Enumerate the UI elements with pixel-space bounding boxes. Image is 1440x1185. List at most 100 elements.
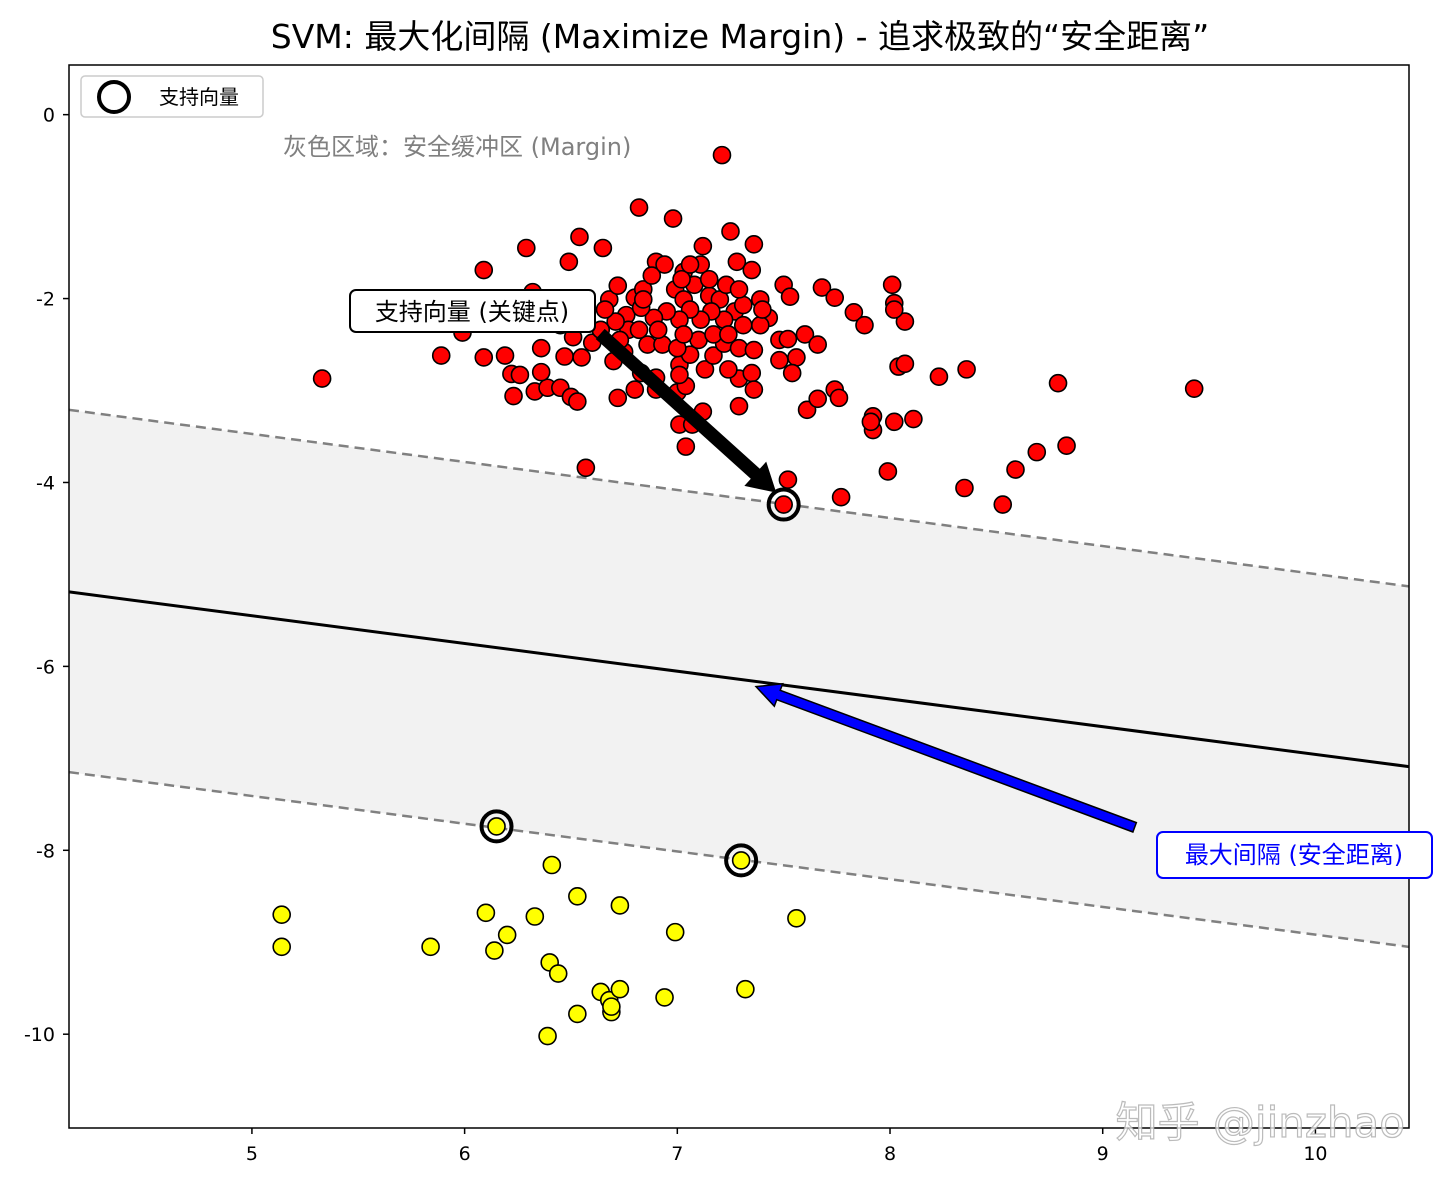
red-class-point — [787, 348, 806, 367]
support-vector-marker — [724, 843, 759, 878]
yellow-class-point — [568, 1004, 587, 1024]
yellow-class-point — [497, 925, 517, 945]
red-class-point — [608, 276, 628, 295]
red-class-point — [782, 363, 802, 383]
red-class-point — [572, 348, 591, 367]
red-class-point — [744, 340, 764, 360]
red-class-point — [676, 437, 696, 456]
red-class-point — [629, 198, 649, 217]
red-class-point — [742, 363, 762, 383]
decision-boundary-line — [69, 590, 1409, 769]
red-class-point — [929, 367, 949, 387]
red-class-point — [812, 278, 832, 297]
margin-note: 灰色区域：安全缓冲区 (Margin) — [283, 133, 631, 161]
red-class-point — [778, 329, 798, 349]
legend-support-vector-marker — [97, 80, 131, 114]
x-tick-label: 8 — [884, 1143, 896, 1165]
red-class-point — [576, 458, 596, 478]
red-class-point — [633, 290, 653, 309]
yellow-class-point — [610, 896, 630, 915]
red-class-point — [770, 350, 789, 370]
red-class-point — [555, 347, 574, 366]
red-class-point — [780, 287, 800, 307]
red-class-point — [750, 315, 770, 335]
yellow-class-point — [272, 905, 291, 924]
red-class-point — [648, 320, 668, 340]
red-class-point — [753, 300, 772, 319]
red-class-point — [474, 348, 494, 367]
yellow-class-point — [736, 979, 755, 999]
red-class-point — [670, 365, 689, 385]
red-class-point — [878, 462, 898, 481]
red-class-point — [957, 360, 976, 379]
support-label-box — [349, 289, 596, 333]
yellow-class-point — [568, 886, 587, 906]
red-class-point — [680, 255, 700, 274]
red-class-point — [727, 252, 747, 272]
chart-title: SVM: 最大化间隔 (Maximize Margin) - 追求极致的“安全距… — [271, 17, 1209, 56]
red-class-point — [504, 386, 523, 406]
red-class-point — [693, 236, 713, 256]
red-class-point — [831, 487, 851, 507]
red-class-point — [719, 360, 738, 379]
yellow-class-point — [487, 817, 506, 836]
y-tick-label: -2 — [36, 289, 55, 311]
red-class-point — [719, 325, 738, 344]
yellow-class-point — [787, 909, 806, 928]
red-class-point — [495, 346, 515, 365]
red-class-point — [695, 360, 715, 379]
red-class-point — [744, 235, 764, 254]
yellow-class-point — [525, 907, 545, 926]
yellow-class-point — [665, 922, 685, 942]
red-class-point — [895, 354, 915, 374]
y-tick-label: -4 — [36, 472, 55, 494]
support-vector-marker — [479, 809, 514, 844]
x-tick-label: 9 — [1097, 1143, 1109, 1165]
red-class-point — [721, 222, 740, 241]
red-class-point — [531, 362, 551, 382]
red-class-point — [729, 280, 749, 299]
red-class-point — [744, 380, 764, 399]
yellow-class-point — [272, 937, 291, 957]
red-class-point — [808, 389, 827, 409]
red-class-point — [795, 325, 815, 344]
yellow-class-point — [538, 1026, 557, 1046]
yellow-class-point — [421, 937, 440, 957]
red-class-point — [674, 325, 693, 344]
red-class-point — [861, 412, 881, 432]
yellow-class-point — [731, 851, 751, 870]
red-class-point — [712, 145, 732, 165]
red-class-point — [797, 400, 817, 420]
x-tick-label: 7 — [671, 1143, 683, 1165]
red-class-point — [844, 303, 864, 322]
red-class-point — [884, 412, 904, 432]
red-class-point — [774, 495, 793, 514]
red-class-point — [704, 346, 723, 365]
red-class-point — [531, 338, 551, 358]
red-class-point — [431, 346, 451, 365]
red-class-point — [993, 495, 1013, 514]
legend-label: 支持向量 — [159, 85, 239, 109]
legend: 支持向量 — [80, 75, 264, 118]
red-class-point — [593, 238, 613, 258]
red-class-point — [855, 315, 874, 335]
red-class-point — [733, 295, 753, 315]
red-class-point — [642, 266, 662, 285]
red-class-point — [729, 396, 749, 416]
red-class-point — [884, 300, 904, 319]
red-class-point — [570, 227, 589, 247]
red-class-point — [1057, 436, 1076, 455]
red-class-point — [699, 269, 719, 289]
red-class-point — [904, 409, 923, 429]
red-class-point — [742, 260, 762, 280]
red-class-point — [955, 478, 974, 498]
red-class-point — [568, 392, 587, 411]
y-tick-label: -8 — [36, 840, 55, 862]
red-class-point — [882, 275, 902, 295]
margin-label: 最大间隔 (安全距离) — [1185, 841, 1403, 869]
watermark: 知乎 @jinzhao — [1116, 1098, 1405, 1147]
margin-label-box — [1156, 831, 1433, 879]
red-class-point — [606, 312, 625, 331]
red-class-point — [608, 388, 628, 408]
x-tick-label: 5 — [246, 1143, 258, 1165]
